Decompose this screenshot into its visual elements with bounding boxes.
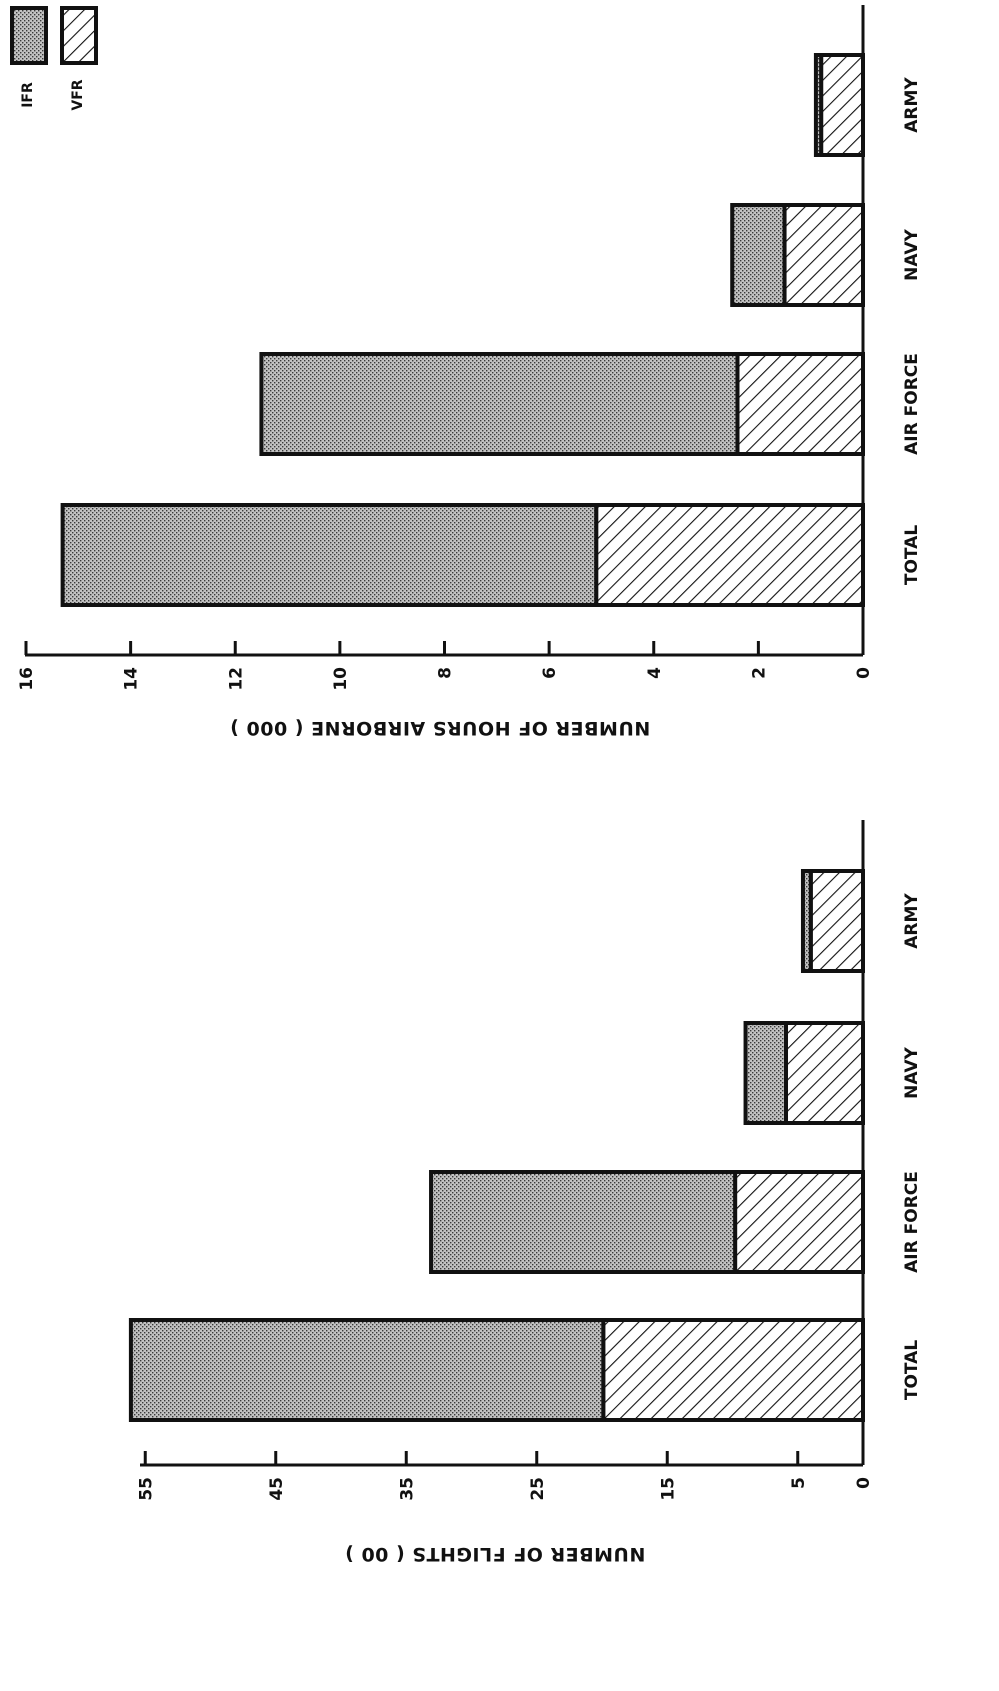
flights-bar-army-ifr [800,869,813,973]
hours-axis-title: NUMBER OF HOURS AIRBORNE ( 000 ) [230,717,651,739]
hours-tick-labels: 0 2 4 6 8 10 12 14 16 [17,667,874,691]
hours-chart: 0 2 4 6 8 10 12 14 16 TOTAL AIR FORCE NAVY ARMY NUM… [17,5,922,739]
flights-axis-title: NUMBER OF FLIGHTS ( 00 ) [345,1543,646,1565]
hours-tick-label-8: 16 [17,667,37,691]
flights-tick-label-1: 5 [789,1477,809,1489]
flights-ticks [143,1451,865,1465]
flights-bar-total-ifr [128,1318,606,1422]
hours-ticks [24,641,865,655]
flights-chart: 0 5 15 25 35 45 55 TOTAL AIR FORCE NAVY ARMY NUMB… [128,820,922,1565]
flights-category-label-army: ARMY [902,893,922,949]
hours-bar-total-vfr [594,503,865,607]
hours-bar-air-force-ifr [259,352,740,456]
flights-bar-air-force-vfr [733,1170,865,1274]
hours-bar-navy-vfr [782,203,865,307]
hours-category-labels: TOTAL AIR FORCE NAVY ARMY [902,77,922,586]
flights-tick-label-4: 35 [397,1477,417,1501]
hours-tick-label-1: 2 [749,667,769,679]
hours-bar-air-force-vfr [735,352,866,456]
hours-bar-total-ifr [60,503,599,607]
flights-tick-label-2: 15 [658,1477,678,1501]
hours-tick-label-2: 4 [645,667,665,679]
legend: IFR VFR [10,6,98,111]
hours-category-label-air-force: AIR FORCE [902,353,922,455]
hours-category-label-army: ARMY [902,77,922,133]
hours-bar-army-vfr [819,53,866,157]
legend-label-vfr: VFR [70,79,86,110]
flights-bar-navy-vfr [784,1021,866,1125]
hours-tick-label-7: 14 [122,667,142,691]
flights-bar-navy-ifr [743,1021,789,1125]
flights-category-labels: TOTAL AIR FORCE NAVY ARMY [902,893,922,1401]
hours-tick-label-5: 10 [331,667,351,691]
flights-category-label-total: TOTAL [902,1340,922,1400]
hours-bar-navy-ifr [730,203,787,307]
flights-bar-total-vfr [601,1318,865,1422]
flights-bar-army-vfr [808,869,865,973]
flights-tick-label-6: 55 [136,1477,156,1501]
hours-category-label-navy: NAVY [902,228,922,280]
flights-bars [128,869,866,1422]
flights-tick-labels: 0 5 15 25 35 45 55 [136,1477,874,1501]
hours-tick-label-6: 12 [226,667,246,691]
legend-label-ifr: IFR [20,82,36,108]
hours-tick-label-4: 8 [436,667,456,679]
legend-swatch-ifr [10,6,48,65]
hours-bars [60,53,866,607]
hours-bar-army-ifr [813,53,824,157]
hours-tick-label-3: 6 [540,667,560,679]
flights-tick-label-0: 0 [854,1477,874,1489]
legend-swatch-vfr [60,6,98,65]
flights-category-label-navy: NAVY [902,1046,922,1098]
flights-category-label-air-force: AIR FORCE [902,1171,922,1273]
flights-tick-label-5: 45 [267,1477,287,1501]
hours-tick-label-0: 0 [854,667,874,679]
hours-category-label-total: TOTAL [902,525,922,585]
flights-tick-label-3: 25 [528,1477,548,1501]
flights-bar-air-force-ifr [429,1170,738,1274]
